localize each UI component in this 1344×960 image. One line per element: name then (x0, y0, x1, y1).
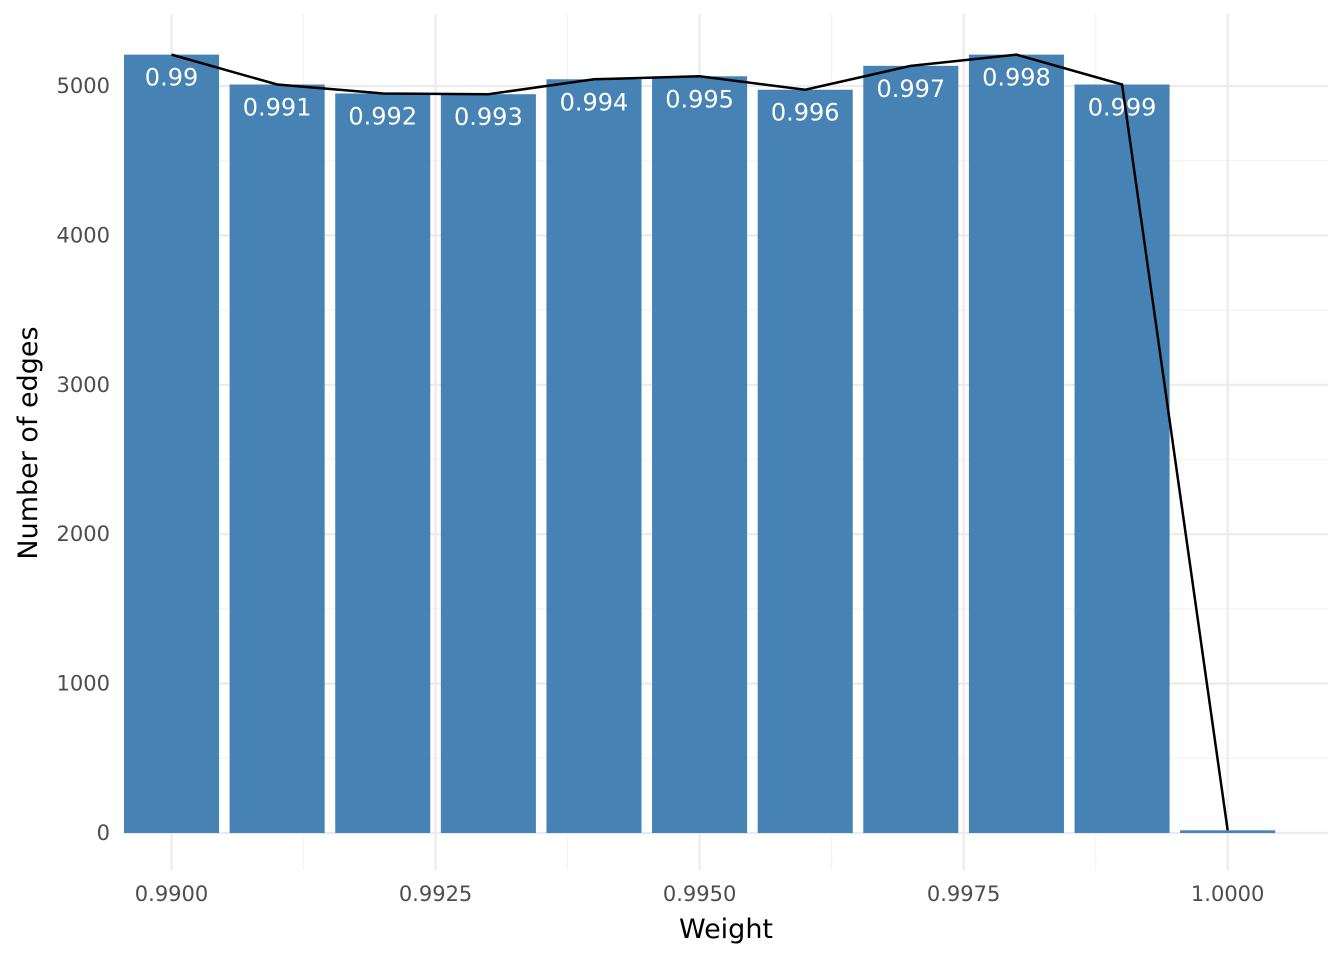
y-tick-label: 1000 (57, 672, 110, 696)
bar-value-label: 0.99 (145, 64, 198, 92)
bar-value-label: 0.996 (771, 99, 840, 127)
y-axis-title: Number of edges (13, 326, 44, 559)
bar (757, 89, 853, 834)
y-tick-label: 0 (97, 821, 110, 845)
y-tick-label: 3000 (57, 373, 110, 397)
y-tick-label: 5000 (57, 74, 110, 98)
y-tick-label: 2000 (57, 522, 110, 546)
bar-value-label: 0.998 (982, 64, 1051, 92)
bar (968, 54, 1064, 834)
y-axis-tick-labels: 0 1000 2000 3000 4000 5000 (57, 74, 110, 845)
bar-value-label: 0.997 (876, 75, 945, 103)
bar-value-label: 0.992 (348, 102, 417, 130)
bar (1180, 830, 1276, 833)
bar (229, 84, 325, 834)
bar (335, 93, 431, 834)
x-tick-label: 1.0000 (1191, 882, 1264, 906)
x-tick-label: 0.9950 (663, 882, 736, 906)
bar-value-label: 0.994 (560, 88, 629, 116)
x-axis-title: Weight (679, 914, 773, 945)
bar (863, 65, 959, 834)
bar-value-label: 0.991 (243, 94, 312, 122)
bar-value-label: 0.993 (454, 103, 523, 131)
bar-value-label: 0.995 (665, 85, 734, 113)
bar (1074, 84, 1170, 834)
x-axis-tick-labels: 0.9900 0.9925 0.9950 0.9975 1.0000 (135, 882, 1265, 906)
bar (440, 94, 536, 834)
bar (124, 54, 220, 834)
bar-value-label: 0.999 (1088, 94, 1157, 122)
y-tick-label: 4000 (57, 223, 110, 247)
x-tick-label: 0.9925 (399, 882, 472, 906)
bar (546, 79, 642, 834)
trend-line (171, 53, 1229, 831)
x-tick-label: 0.9975 (927, 882, 1000, 906)
bar-labels: 0.99 0.991 0.992 0.993 0.994 0.995 0.996 0.997 0… (145, 64, 1157, 132)
bar (652, 76, 748, 833)
bars (124, 54, 1276, 834)
x-tick-label: 0.9900 (135, 882, 208, 906)
